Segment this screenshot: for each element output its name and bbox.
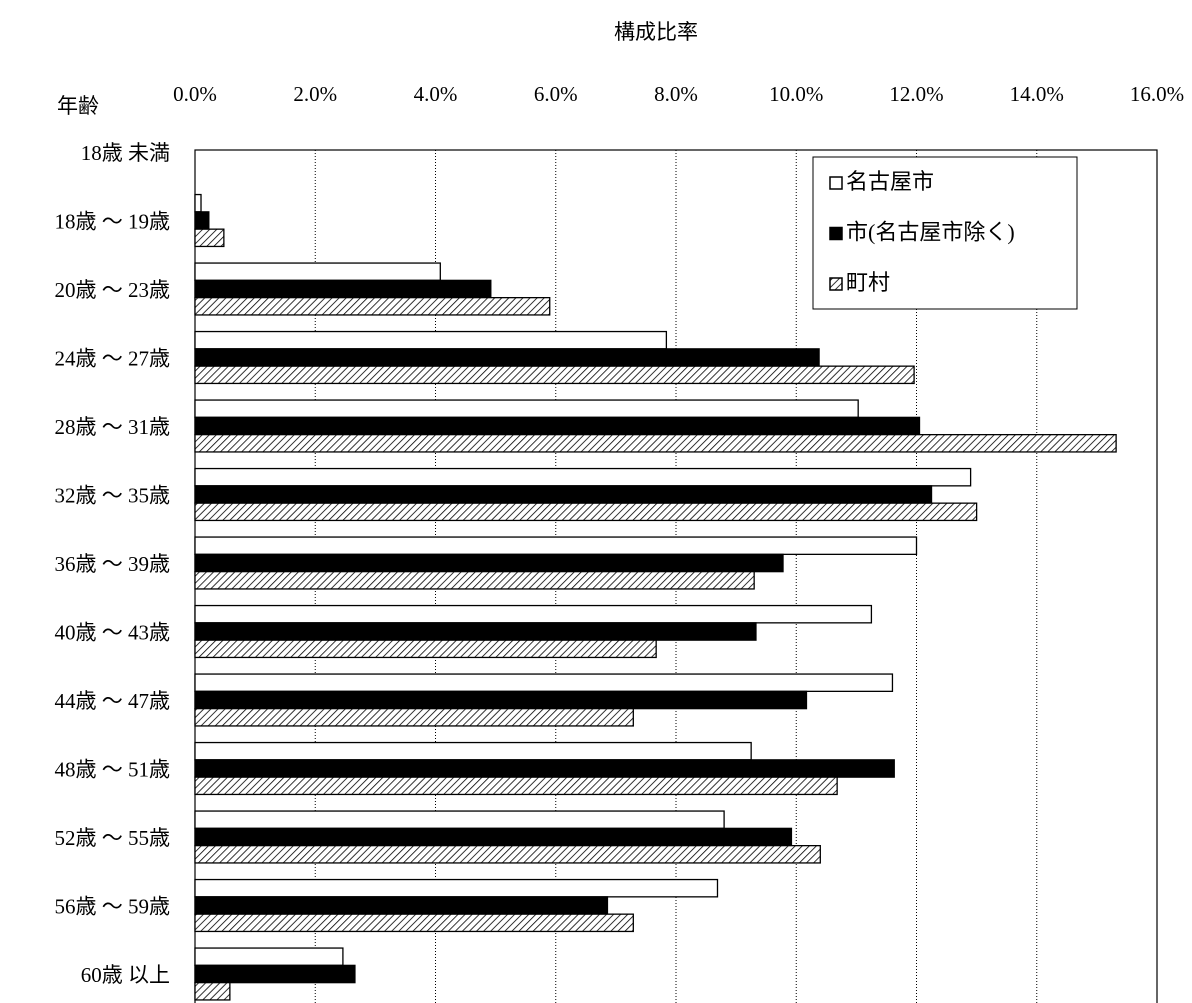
bar — [194, 502, 978, 522]
x-tick-label: 12.0% — [889, 82, 943, 106]
bar — [194, 673, 894, 692]
bar — [194, 211, 210, 230]
bar — [194, 604, 873, 624]
legend-label: 名古屋市 — [846, 169, 934, 194]
x-tick-label: 10.0% — [769, 82, 823, 106]
bar — [194, 690, 808, 710]
legend-label: 市(名古屋市除く) — [846, 220, 1015, 245]
bar — [194, 827, 793, 847]
y-tick-label: 52歳 ～ 55歳 — [55, 826, 171, 850]
bar — [194, 964, 356, 984]
bar — [194, 330, 668, 350]
y-tick-label: 20歳 ～ 23歳 — [55, 278, 171, 302]
x-tick-label: 6.0% — [534, 82, 578, 106]
y-tick-label: 40歳 ～ 43歳 — [55, 620, 171, 644]
bar — [194, 913, 634, 933]
bar — [194, 571, 755, 590]
bar — [194, 982, 231, 1001]
bar — [194, 262, 441, 281]
bar — [194, 741, 752, 761]
bar — [194, 399, 859, 418]
bar — [194, 193, 202, 213]
bar — [194, 433, 1117, 453]
y-tick-label: 56歳 ～ 59歳 — [55, 894, 171, 918]
y-tick-label: 32歳 ～ 35歳 — [55, 483, 171, 507]
bar — [194, 947, 344, 966]
y-axis-label: 年齢 — [57, 94, 99, 118]
x-tick-label: 8.0% — [654, 82, 698, 106]
bar — [194, 759, 895, 778]
y-tick-label: 60歳 以上 — [81, 963, 170, 987]
legend-marker — [829, 226, 843, 241]
bar — [194, 896, 609, 915]
bar — [194, 365, 915, 385]
bar — [194, 878, 719, 898]
bar — [194, 279, 492, 299]
x-tick-label: 2.0% — [293, 82, 337, 106]
legend-label: 町村 — [846, 270, 890, 295]
x-tick-label: 16.0% — [1130, 82, 1184, 106]
bar — [194, 348, 820, 367]
bar — [194, 296, 551, 316]
bar — [194, 845, 821, 864]
x-tick-label: 4.0% — [414, 82, 458, 106]
y-tick-label: 36歳 ～ 39歳 — [55, 552, 171, 576]
y-tick-label: 44歳 ～ 47歳 — [55, 689, 171, 713]
bar — [194, 639, 657, 659]
bar — [194, 708, 634, 727]
bar — [194, 416, 921, 436]
legend-marker — [829, 277, 843, 291]
y-tick-label: 18歳 ～ 19歳 — [55, 209, 171, 233]
y-tick-label: 24歳 ～ 27歳 — [55, 346, 171, 370]
bar — [194, 228, 225, 248]
y-tick-label: 28歳 ～ 31歳 — [55, 415, 171, 439]
legend-box — [812, 156, 1078, 310]
y-tick-label: 18歳 未満 — [81, 141, 170, 165]
bar — [194, 467, 972, 487]
x-tick-label: 14.0% — [1010, 82, 1064, 106]
axis-title: 構成比率 — [614, 20, 698, 44]
x-tick-label: 0.0% — [173, 82, 217, 106]
bar — [194, 810, 725, 829]
y-tick-label: 48歳 ～ 51歳 — [55, 757, 171, 781]
bar — [194, 536, 918, 555]
legend-marker — [829, 176, 843, 190]
bar — [194, 553, 784, 573]
bar — [194, 776, 838, 796]
bar — [194, 622, 757, 641]
bar — [194, 485, 933, 504]
